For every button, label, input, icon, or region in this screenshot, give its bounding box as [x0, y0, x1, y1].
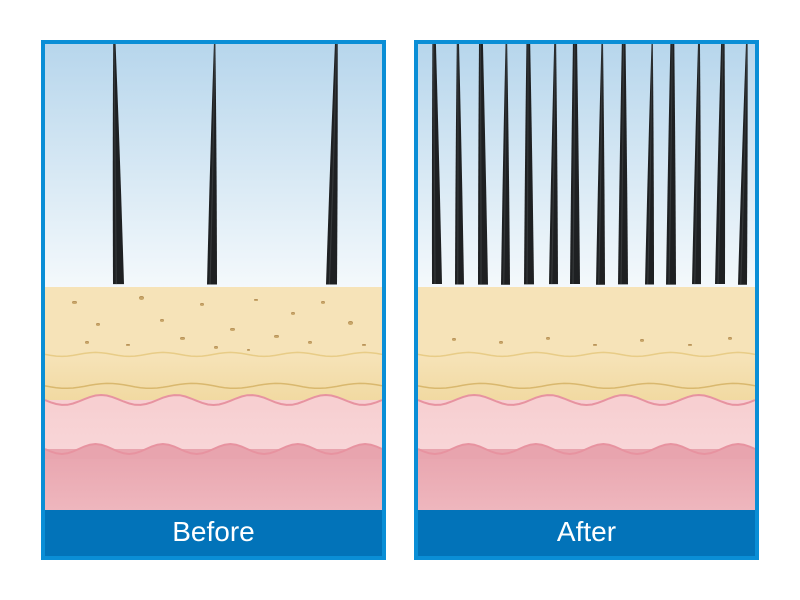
skin-layers — [418, 287, 755, 510]
hair-strand — [204, 44, 220, 289]
hair-strand — [475, 44, 491, 289]
pore — [308, 341, 312, 344]
scene — [45, 44, 382, 510]
pore — [291, 312, 295, 315]
pore — [546, 337, 550, 340]
hair-strand — [642, 44, 657, 289]
hair-strand — [108, 44, 129, 289]
pore — [348, 321, 353, 325]
panel-before: Before — [41, 40, 386, 560]
scene — [418, 44, 755, 510]
hair-strand — [453, 44, 468, 289]
pore — [214, 346, 218, 349]
pore — [452, 338, 456, 341]
hair-strand — [570, 44, 586, 289]
hair-strand — [617, 44, 633, 289]
pore — [160, 319, 164, 322]
hair-strand — [428, 44, 446, 289]
hair-strand — [711, 44, 729, 289]
pore — [180, 337, 185, 341]
panel-label: After — [418, 510, 755, 556]
hair-strand — [547, 44, 562, 289]
pore — [362, 344, 366, 347]
hair-strand — [664, 44, 680, 289]
hair-strand — [320, 44, 343, 289]
pore — [321, 301, 325, 304]
pore — [200, 303, 204, 306]
panel-label: Before — [45, 510, 382, 556]
pore — [274, 335, 279, 339]
pore — [728, 337, 732, 340]
comparison-container: Before After — [0, 0, 800, 600]
pore — [499, 341, 503, 344]
skin-layers — [45, 287, 382, 510]
panel-after: After — [414, 40, 759, 560]
hair-strand — [733, 44, 752, 289]
hair-strand — [689, 44, 704, 289]
pore — [688, 344, 692, 347]
hair-strand — [500, 44, 515, 289]
pore — [96, 323, 100, 326]
hair-strand — [523, 44, 539, 289]
hair-strand — [594, 44, 609, 289]
